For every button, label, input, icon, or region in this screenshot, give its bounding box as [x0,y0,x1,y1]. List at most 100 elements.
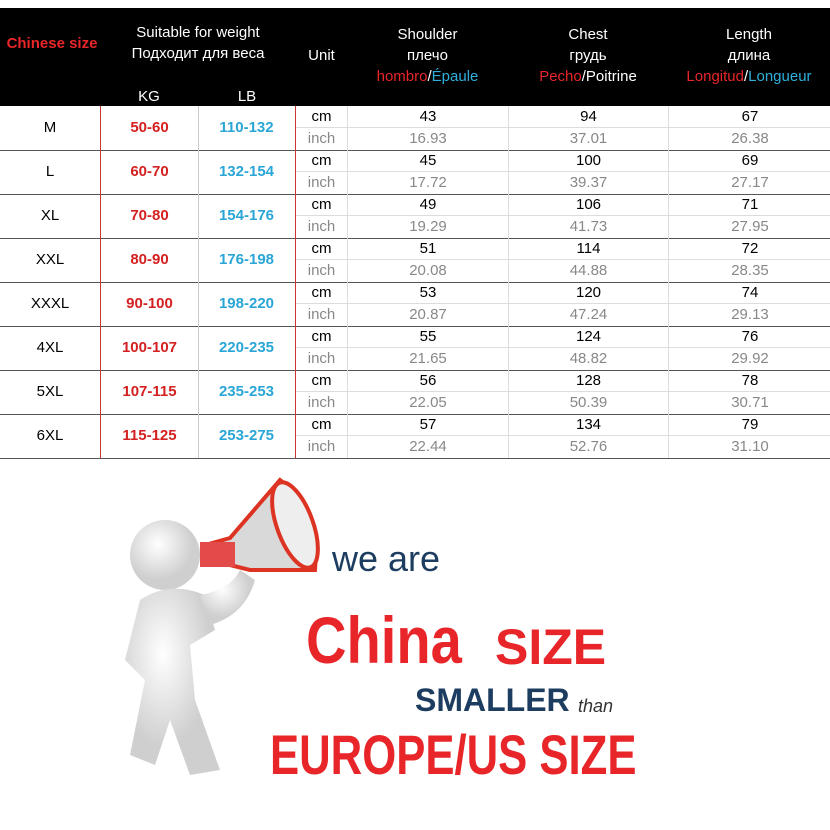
sub-row-divider [296,347,830,348]
lb-cell: 198-220 [198,282,296,326]
unit-cm: cm [311,416,332,433]
unit-cm: cm [311,152,332,169]
size-cell: 5XL [36,383,64,400]
china-size-banner: we are China SIZE SMALLER than EUROPE/US… [120,470,680,790]
size-row: 5XL 107-115 235-253 cm inch 56 22.05 128 50.39 78… [0,370,830,415]
lb-cell: 253-275 [198,414,296,458]
length-inch: 26.38 [668,128,830,150]
length-inch: 31.10 [668,436,830,458]
chest-inch: 37.01 [508,128,668,150]
kg-cell: 107-115 [100,370,199,414]
length-cm: 69 [668,150,830,172]
label-ru: грудь [569,47,607,64]
label-es-fr: Longitud/Longueur [686,68,812,85]
shoulder-cm: 51 [347,238,508,260]
shoulder-cm: 55 [347,326,508,348]
header-weight-en: Suitable for weight [136,24,260,41]
than-text: than [578,696,614,716]
lb-cell: 176-198 [198,238,296,282]
unit-inch: inch [307,218,336,235]
megaphone-figure-icon [125,477,320,775]
lb-cell: 110-132 [198,106,296,150]
sub-row-divider [296,171,830,172]
header-chest: Chest грудь Pecho/Poitrine [508,24,668,87]
shoulder-cm: 57 [347,414,508,436]
lb-cell: 154-176 [198,194,296,238]
size-cell: XXXL [30,295,70,312]
chest-cm: 94 [508,106,668,128]
unit-inch: inch [307,174,336,191]
label-en: Chest [568,26,608,43]
unit-inch: inch [307,130,336,147]
chest-cm: 128 [508,370,668,392]
size-row: XXL 80-90 176-198 cm inch 51 20.08 114 44.88 72 28… [0,238,830,283]
europe-us-size-text: EUROPE/US SIZE [270,723,637,786]
chest-cm: 134 [508,414,668,436]
chest-inch: 39.37 [508,172,668,194]
header-length: Length длина Longitud/Longueur [668,24,830,87]
sub-row-divider [296,303,830,304]
chest-inch: 47.24 [508,304,668,326]
size-cell: 4XL [36,339,64,356]
label-en: Length [726,26,772,43]
unit-inch: inch [307,262,336,279]
shoulder-inch: 22.44 [347,436,508,458]
length-cm: 76 [668,326,830,348]
unit-inch: inch [307,306,336,323]
label-ru: плечо [407,47,448,64]
shoulder-inch: 20.08 [347,260,508,282]
kg-cell: 90-100 [100,282,199,326]
china-text: China [306,603,462,677]
we-are-text: we are [332,538,441,579]
size-text: SIZE [495,619,607,675]
length-inch: 29.92 [668,348,830,370]
shoulder-inch: 17.72 [347,172,508,194]
length-cm: 74 [668,282,830,304]
chest-inch: 48.82 [508,348,668,370]
size-cell: XL [40,207,60,224]
kg-cell: 50-60 [100,106,199,150]
shoulder-inch: 16.93 [347,128,508,150]
lb-cell: 132-154 [198,150,296,194]
label-en: Shoulder [397,26,458,43]
length-inch: 27.95 [668,216,830,238]
sub-row-divider [296,215,830,216]
smaller-text: SMALLER [415,682,570,718]
chest-cm: 100 [508,150,668,172]
unit-cm: cm [311,196,332,213]
chest-inch: 41.73 [508,216,668,238]
header-lb: LB [237,88,257,105]
unit-cm: cm [311,108,332,125]
length-cm: 78 [668,370,830,392]
sub-row-divider [296,127,830,128]
lb-cell: 235-253 [198,370,296,414]
shoulder-inch: 21.65 [347,348,508,370]
size-row: XL 70-80 154-176 cm inch 49 19.29 106 41.73 71 27.… [0,194,830,239]
label-es-fr: Pecho/Poitrine [539,68,637,85]
chest-cm: 114 [508,238,668,260]
length-inch: 27.17 [668,172,830,194]
unit-cm: cm [311,328,332,345]
length-inch: 30.71 [668,392,830,414]
kg-cell: 100-107 [100,326,199,370]
shoulder-cm: 53 [347,282,508,304]
header-size: Chinese size [6,35,98,52]
kg-cell: 115-125 [100,414,199,458]
size-cell: L [45,163,55,180]
chest-inch: 52.76 [508,436,668,458]
size-row: XXXL 90-100 198-220 cm inch 53 20.87 120 47.24 74… [0,282,830,327]
length-cm: 72 [668,238,830,260]
chest-inch: 44.88 [508,260,668,282]
lb-cell: 220-235 [198,326,296,370]
sub-row-divider [296,259,830,260]
unit-cm: cm [311,240,332,257]
unit-inch: inch [307,394,336,411]
unit-inch: inch [307,438,336,455]
size-row: L 60-70 132-154 cm inch 45 17.72 100 39.37 69 27.1… [0,150,830,195]
label-es-fr: hombro/Épaule [376,68,479,85]
shoulder-inch: 20.87 [347,304,508,326]
size-row: M 50-60 110-132 cm inch 43 16.93 94 37.01 67 26.38 [0,106,830,151]
header-shoulder: Shoulder плечо hombro/Épaule [347,24,508,87]
shoulder-inch: 22.05 [347,392,508,414]
